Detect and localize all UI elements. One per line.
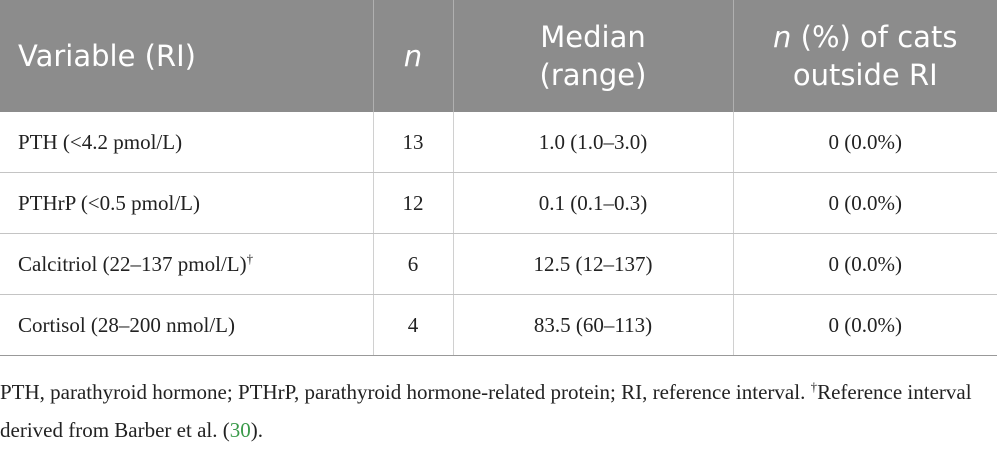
cell: 1.0 (1.0–3.0) [452,112,733,173]
dagger: † [810,379,818,394]
header-text: Median (range) [539,20,647,92]
cell: 12 [372,172,453,234]
header-italic: n [773,20,792,54]
header-cell: Median (range) [452,0,733,112]
cell: PTH (<4.2 pmol/L) [0,112,373,173]
cell: 83.5 (60–113) [452,294,733,356]
header-text: (%) of cats outside RI [791,20,958,92]
cell: 0 (0.0%) [732,294,997,356]
data-table: Variable (RI) n Median (range) n (%) of … [0,0,997,356]
dagger: † [246,251,254,266]
cell: Calcitriol (22–137 pmol/L)† [0,233,373,295]
header-text: n (%) of cats outside RI [755,18,975,94]
header-text: n [403,39,423,73]
cell: 13 [372,112,453,173]
header-cell: n [372,0,453,112]
footnote-text: ). [250,418,263,442]
cell: Cortisol (28–200 nmol/L) [0,294,373,356]
row: PTH (<4.2 pmol/L) 13 1.0 (1.0–3.0) 0 (0.… [0,112,997,173]
row: PTHrP (<0.5 pmol/L) 12 0.1 (0.1–0.3) 0 (… [0,172,997,234]
cell: 0 (0.0%) [732,112,997,173]
row: Cortisol (28–200 nmol/L) 4 83.5 (60–113)… [0,294,997,356]
cell: 12.5 (12–137) [452,233,733,295]
cell: 4 [372,294,453,356]
cell: 0 (0.0%) [732,233,997,295]
cell: 6 [372,233,453,295]
reference-link[interactable]: 30 [229,418,251,442]
footnote-text: Reference interval derived from Barber e… [0,380,972,442]
header-row: Variable (RI) n Median (range) n (%) of … [0,0,997,112]
cell-text: Calcitriol (22–137 pmol/L) [18,252,247,276]
footnote-text: PTH, parathyroid hormone; PTHrP, parathy… [0,380,806,404]
header-cell: Variable (RI) [0,0,373,112]
header-cell: n (%) of cats outside RI [732,0,997,112]
cell: 0.1 (0.1–0.3) [452,172,733,234]
footnote: PTH, parathyroid hormone; PTHrP, parathy… [0,368,980,449]
cell: PTHrP (<0.5 pmol/L) [0,172,373,234]
row: Calcitriol (22–137 pmol/L)† 6 12.5 (12–1… [0,233,997,295]
cell: 0 (0.0%) [732,172,997,234]
